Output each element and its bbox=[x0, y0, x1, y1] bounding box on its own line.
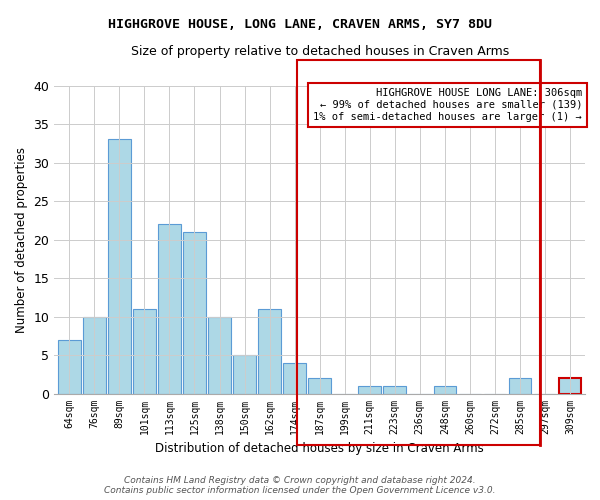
Bar bbox=[183, 232, 206, 394]
Bar bbox=[233, 355, 256, 394]
Bar bbox=[83, 316, 106, 394]
Bar bbox=[158, 224, 181, 394]
Bar bbox=[509, 378, 531, 394]
Bar bbox=[133, 309, 155, 394]
Title: Size of property relative to detached houses in Craven Arms: Size of property relative to detached ho… bbox=[131, 45, 509, 58]
Bar bbox=[208, 316, 231, 394]
Bar bbox=[559, 378, 581, 394]
Bar bbox=[283, 363, 306, 394]
Text: Contains HM Land Registry data © Crown copyright and database right 2024.
Contai: Contains HM Land Registry data © Crown c… bbox=[104, 476, 496, 495]
Bar bbox=[383, 386, 406, 394]
Text: HIGHGROVE HOUSE LONG LANE: 306sqm
← 99% of detached houses are smaller (139)
1% : HIGHGROVE HOUSE LONG LANE: 306sqm ← 99% … bbox=[313, 88, 582, 122]
Bar bbox=[358, 386, 381, 394]
Bar bbox=[58, 340, 80, 394]
Bar bbox=[434, 386, 456, 394]
X-axis label: Distribution of detached houses by size in Craven Arms: Distribution of detached houses by size … bbox=[155, 442, 484, 455]
Bar bbox=[308, 378, 331, 394]
Text: HIGHGROVE HOUSE, LONG LANE, CRAVEN ARMS, SY7 8DU: HIGHGROVE HOUSE, LONG LANE, CRAVEN ARMS,… bbox=[108, 18, 492, 30]
Bar bbox=[259, 309, 281, 394]
Y-axis label: Number of detached properties: Number of detached properties bbox=[15, 146, 28, 332]
Bar bbox=[108, 140, 131, 394]
